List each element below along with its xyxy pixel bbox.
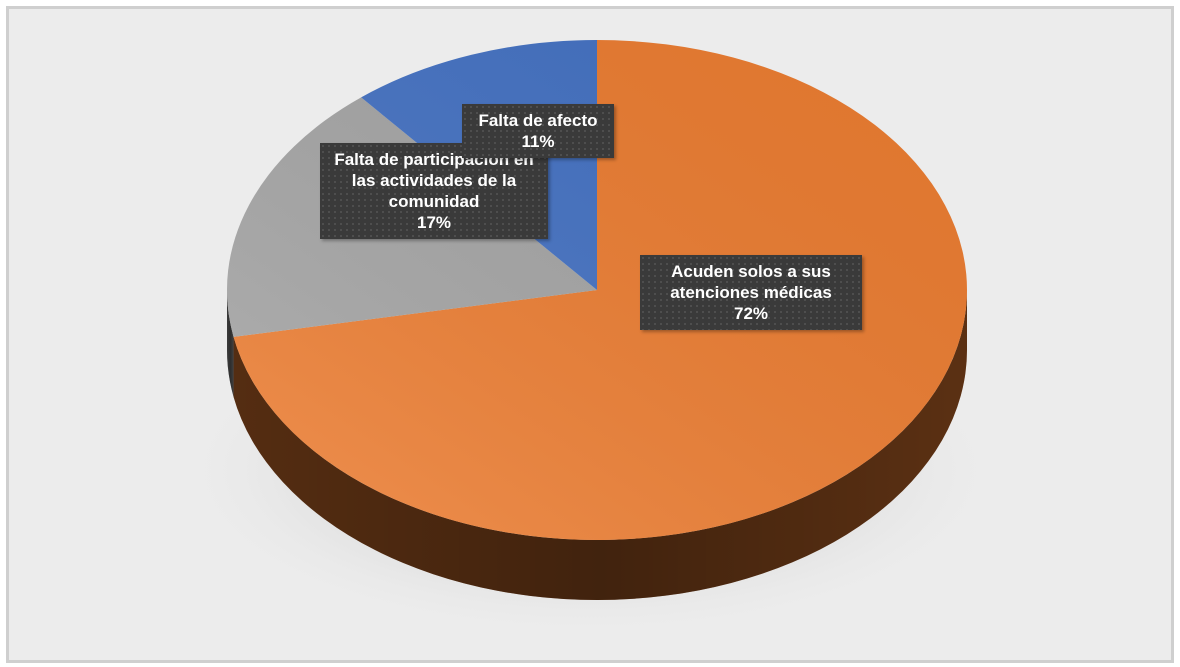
data-label: Acuden solos a sus atenciones médicas 72% bbox=[640, 255, 862, 330]
data-label-category: Falta de participación en las actividade… bbox=[334, 150, 534, 211]
data-label-value: 17% bbox=[416, 213, 452, 232]
pie-side-shade bbox=[233, 290, 967, 600]
data-label: Falta de participación en las actividade… bbox=[320, 143, 548, 239]
data-label-value: 72% bbox=[733, 304, 769, 323]
data-label-category: Falta de afecto bbox=[478, 111, 598, 130]
pie-side-shade bbox=[227, 290, 234, 397]
data-label-category: Acuden solos a sus atenciones médicas bbox=[670, 262, 832, 302]
data-label: Falta de afecto 11% bbox=[462, 104, 614, 158]
data-label-value: 11% bbox=[521, 132, 555, 151]
